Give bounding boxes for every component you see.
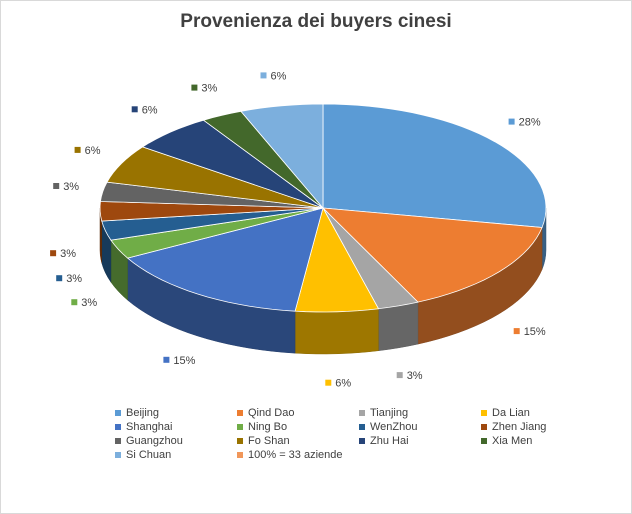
data-label-fo-shan: 6% bbox=[74, 145, 101, 157]
legend-swatch bbox=[359, 437, 365, 444]
legend-swatch bbox=[115, 451, 121, 458]
data-label-da-lian: 6% bbox=[325, 378, 351, 390]
data-label-text: 3% bbox=[407, 370, 423, 382]
legend-item-qind-dao: Qind Dao bbox=[237, 406, 359, 419]
legend-swatch bbox=[237, 423, 243, 430]
pie-slice-fo-shan bbox=[106, 146, 324, 209]
data-label-swatch bbox=[131, 106, 138, 113]
legend-label: Si Chuan bbox=[126, 448, 172, 461]
legend-label: Guangzhou bbox=[126, 434, 183, 447]
data-label-swatch bbox=[513, 328, 520, 335]
data-label-swatch bbox=[163, 356, 170, 363]
data-label-text: 3% bbox=[63, 181, 79, 193]
legend-swatch bbox=[481, 409, 487, 416]
data-label-text: 6% bbox=[142, 104, 158, 116]
data-label-swatch bbox=[56, 275, 63, 282]
legend-item-fo-shan: Fo Shan bbox=[237, 434, 359, 447]
legend-swatch bbox=[481, 423, 487, 430]
data-label-swatch bbox=[74, 146, 81, 153]
data-label-swatch bbox=[508, 118, 515, 125]
data-label-text: 15% bbox=[524, 326, 546, 338]
legend-label: Da Lian bbox=[492, 406, 530, 419]
data-label-swatch bbox=[396, 372, 403, 379]
pie-top bbox=[99, 103, 547, 313]
pie-slice-qind-dao bbox=[321, 207, 543, 303]
legend-swatch bbox=[359, 409, 365, 416]
legend-item-shanghai: Shanghai bbox=[115, 420, 237, 433]
legend-label: Beijing bbox=[126, 406, 160, 419]
legend-item-ning-bo: Ning Bo bbox=[237, 420, 359, 433]
data-label-text: 3% bbox=[66, 273, 82, 285]
legend-swatch bbox=[237, 451, 243, 458]
legend-label: Zhu Hai bbox=[370, 434, 409, 447]
data-label-zhu-hai: 6% bbox=[131, 104, 158, 116]
data-label-xia-men: 3% bbox=[191, 83, 218, 95]
data-label-shanghai: 15% bbox=[163, 355, 196, 367]
legend-item-xia-men: Xia Men bbox=[481, 434, 603, 447]
legend-label: Zhen Jiang bbox=[492, 420, 547, 433]
legend-item-tianjing: Tianjing bbox=[359, 406, 481, 419]
legend-item-zhu-hai: Zhu Hai bbox=[359, 434, 481, 447]
data-labels: 28% 15% 3% 6% 15% 3% 3% 3% 3% 6% 6% 3% 6% bbox=[50, 70, 546, 390]
legend-item-si-chuan: Si Chuan bbox=[115, 448, 237, 461]
legend-label: Shanghai bbox=[126, 420, 173, 433]
data-label-text: 3% bbox=[201, 83, 217, 95]
legend-swatch bbox=[237, 437, 243, 444]
legend-swatch bbox=[359, 423, 365, 430]
data-label-ning-bo: 3% bbox=[71, 297, 97, 309]
chart-title: Provenienza dei buyers cinesi bbox=[180, 11, 452, 32]
pie-slice-si-chuan bbox=[240, 103, 324, 210]
data-label-swatch bbox=[50, 250, 57, 257]
legend-label: WenZhou bbox=[370, 420, 418, 433]
pie-wall-tianjing bbox=[378, 301, 419, 352]
legend-swatch bbox=[115, 423, 121, 430]
pie-slice-beijing bbox=[322, 103, 547, 228]
data-label-tianjing: 3% bbox=[396, 370, 423, 382]
pie-side-walls bbox=[99, 207, 547, 355]
data-label-text: 3% bbox=[81, 297, 97, 309]
legend-item-100-33-aziende: 100% = 33 aziende bbox=[237, 448, 359, 461]
data-label-si-chuan: 6% bbox=[260, 70, 287, 82]
data-label-text: 6% bbox=[85, 145, 101, 157]
data-label-text: 28% bbox=[519, 117, 541, 129]
data-label-zhen-jiang: 3% bbox=[50, 248, 76, 260]
legend-item-zhen-jiang: Zhen Jiang bbox=[481, 420, 603, 433]
legend-swatch bbox=[237, 409, 243, 416]
data-label-text: 3% bbox=[60, 248, 76, 260]
legend: Beijing Qind Dao Tianjing Da Lian Shanghai Ni… bbox=[115, 406, 603, 461]
legend-label: Ning Bo bbox=[248, 420, 288, 433]
legend-swatch bbox=[115, 409, 121, 416]
data-label-qind-dao: 15% bbox=[513, 326, 546, 338]
pie-slice-shanghai bbox=[126, 207, 324, 312]
legend-label: Qind Dao bbox=[248, 406, 295, 419]
legend-label: Xia Men bbox=[492, 434, 533, 447]
legend-item-guangzhou: Guangzhou bbox=[115, 434, 237, 447]
legend-item-beijing: Beijing bbox=[115, 406, 237, 419]
legend-label: 100% = 33 aziende bbox=[248, 448, 343, 461]
legend-label: Fo Shan bbox=[248, 434, 290, 447]
legend-item-wenzhou: WenZhou bbox=[359, 420, 481, 433]
data-label-swatch bbox=[191, 84, 198, 91]
data-label-beijing: 28% bbox=[508, 117, 541, 129]
data-label-swatch bbox=[260, 72, 267, 79]
pie-chart: 28% 15% 3% 6% 15% 3% 3% 3% 3% 6% 6% 3% 6% bbox=[50, 70, 547, 390]
data-label-swatch bbox=[71, 299, 78, 306]
pie-slice-da-lian bbox=[294, 206, 380, 313]
legend-item-da-lian: Da Lian bbox=[481, 406, 603, 419]
legend-swatch bbox=[481, 437, 487, 444]
legend-label: Tianjing bbox=[370, 406, 409, 419]
data-label-text: 15% bbox=[173, 355, 195, 367]
data-label-swatch bbox=[325, 379, 332, 386]
pie-slice-zhu-hai bbox=[141, 119, 324, 209]
data-label-wenzhou: 3% bbox=[56, 273, 82, 285]
data-label-text: 6% bbox=[271, 70, 287, 82]
data-label-text: 6% bbox=[335, 378, 351, 390]
pie-wall-da-lian bbox=[294, 308, 379, 355]
legend-swatch bbox=[115, 437, 121, 444]
data-label-swatch bbox=[53, 183, 60, 189]
data-label-guangzhou: 3% bbox=[53, 181, 79, 193]
